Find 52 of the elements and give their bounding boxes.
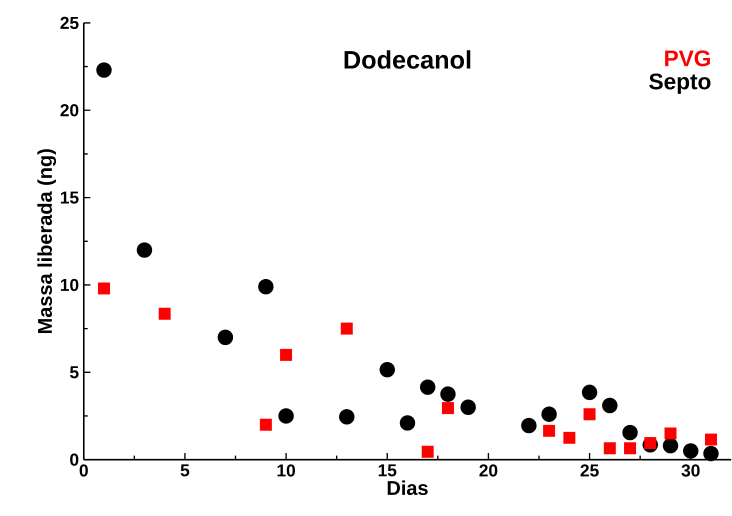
point: [420, 379, 436, 395]
point: [218, 329, 234, 345]
point: [622, 424, 638, 440]
x-tick-label: 25: [580, 464, 599, 476]
x-axis-title: Dias: [388, 480, 428, 495]
point: [604, 442, 616, 454]
point: [584, 408, 596, 420]
point: [644, 436, 656, 449]
point: [260, 418, 272, 430]
text: PVG: [665, 50, 710, 66]
y-tick-label: 5: [70, 366, 79, 378]
point: [280, 348, 292, 361]
x-tick-label: 0: [80, 464, 88, 476]
point: [683, 442, 698, 458]
x-tick-label: 10: [278, 464, 295, 476]
y-tick-label: 25: [60, 16, 79, 29]
point: [400, 415, 416, 430]
x-tick-label: 30: [682, 464, 700, 476]
point: [278, 408, 294, 424]
point: [582, 384, 598, 400]
x-tick-label: 20: [479, 464, 498, 476]
point: [541, 406, 557, 422]
point: [442, 402, 454, 414]
point: [563, 432, 576, 444]
x-tick-label: 15: [378, 464, 396, 476]
point: [339, 408, 354, 424]
y-tick-label: 0: [70, 453, 78, 466]
point: [158, 308, 171, 320]
y-tick-label: 15: [60, 191, 79, 204]
point: [624, 442, 636, 454]
y-tick-label: 10: [60, 278, 78, 291]
point: [664, 427, 676, 440]
y-tick-label: 20: [60, 104, 78, 116]
point: [662, 438, 678, 454]
y-axis-title: Massa liberada (ng): [37, 148, 56, 333]
text: Dodecanol: [344, 50, 470, 69]
point: [96, 62, 112, 78]
point: [521, 418, 537, 434]
point: [440, 386, 456, 402]
point: [422, 446, 434, 458]
point: [703, 446, 719, 462]
point: [704, 433, 717, 446]
point: [98, 282, 110, 294]
point: [136, 242, 152, 258]
point: [258, 278, 274, 294]
text: Septo: [649, 73, 710, 94]
point: [380, 362, 395, 378]
point: [340, 322, 353, 334]
point: [602, 398, 618, 413]
point: [460, 399, 476, 415]
x-tick-label: 5: [180, 464, 190, 476]
point: [543, 424, 556, 437]
